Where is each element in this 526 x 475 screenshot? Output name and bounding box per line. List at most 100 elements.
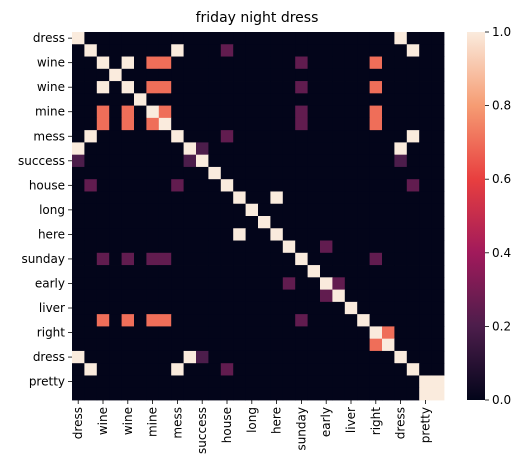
heatmap-cell xyxy=(134,179,147,192)
heatmap-cell xyxy=(72,314,85,327)
heatmap-cell xyxy=(344,252,358,266)
heatmap-cell xyxy=(196,191,209,205)
heatmap-cell xyxy=(295,32,308,45)
heatmap-cell xyxy=(171,387,184,401)
heatmap-cell xyxy=(196,179,209,192)
heatmap-cell xyxy=(245,363,259,376)
heatmap-cell xyxy=(394,68,408,82)
heatmap-cell xyxy=(419,375,432,389)
heatmap-cell xyxy=(183,277,197,290)
heatmap-cell xyxy=(84,56,98,70)
heatmap-cell xyxy=(109,56,122,70)
heatmap-cell xyxy=(382,32,395,45)
heatmap-cell xyxy=(282,203,296,217)
heatmap-cell xyxy=(344,44,358,57)
heatmap-cell xyxy=(233,375,246,389)
heatmap-cell xyxy=(146,179,160,192)
heatmap-cell xyxy=(344,240,358,254)
heatmap-cell xyxy=(158,179,172,192)
heatmap-cell xyxy=(220,314,234,327)
heatmap-cell xyxy=(171,228,184,241)
heatmap-cell xyxy=(220,265,234,278)
heatmap-cell xyxy=(270,240,284,254)
heatmap-cell xyxy=(382,277,395,290)
heatmap-cell xyxy=(208,203,222,217)
heatmap-cell xyxy=(72,265,85,278)
heatmap-cell xyxy=(307,105,321,119)
heatmap-cell xyxy=(369,240,383,254)
heatmap-cell xyxy=(72,56,85,70)
heatmap-cell xyxy=(406,68,420,82)
heatmap-cell xyxy=(270,301,284,315)
heatmap-cell xyxy=(270,81,284,94)
heatmap-cell xyxy=(245,387,259,401)
heatmap-cell xyxy=(344,117,358,131)
heatmap-cell xyxy=(208,105,222,119)
heatmap-cell xyxy=(84,326,98,340)
heatmap-cell xyxy=(109,105,122,119)
heatmap-cell xyxy=(431,326,445,340)
heatmap-cell xyxy=(419,216,432,229)
heatmap-cell xyxy=(96,105,110,119)
heatmap-cell xyxy=(220,44,234,57)
heatmap-cell xyxy=(406,228,420,241)
heatmap-cell xyxy=(344,301,358,315)
heatmap-cell xyxy=(109,252,122,266)
heatmap-cell xyxy=(382,387,395,401)
heatmap-cell xyxy=(357,375,370,389)
heatmap-cell xyxy=(406,265,420,278)
column-label: dress xyxy=(71,407,85,439)
heatmap-cell xyxy=(158,228,172,241)
heatmap-cell xyxy=(96,130,110,143)
heatmap-cell xyxy=(320,216,333,229)
heatmap-cell xyxy=(134,32,147,45)
heatmap-cell xyxy=(431,105,445,119)
heatmap-cell xyxy=(245,338,259,352)
column-label: wine xyxy=(121,407,135,435)
heatmap-cell xyxy=(233,142,246,156)
heatmap-cell xyxy=(84,154,98,168)
heatmap-cell xyxy=(419,203,432,217)
heatmap-cell xyxy=(258,338,271,352)
heatmap-cell xyxy=(171,240,184,254)
heatmap-cell xyxy=(406,387,420,401)
heatmap-cell xyxy=(84,203,98,217)
heatmap-cell xyxy=(369,301,383,315)
heatmap-cell xyxy=(96,240,110,254)
heatmap-cell xyxy=(369,363,383,376)
heatmap-cell xyxy=(96,277,110,290)
heatmap-cell xyxy=(295,363,308,376)
heatmap-cell xyxy=(158,326,172,340)
heatmap-cell xyxy=(419,191,432,205)
heatmap-cell xyxy=(84,240,98,254)
heatmap-cell xyxy=(171,81,184,94)
heatmap-cell xyxy=(183,289,197,303)
heatmap-cell xyxy=(270,252,284,266)
heatmap-cell xyxy=(84,117,98,131)
heatmap-cell xyxy=(382,314,395,327)
heatmap-cell xyxy=(369,93,383,106)
heatmap-cell xyxy=(295,228,308,241)
heatmap-cell xyxy=(369,179,383,192)
heatmap-cell xyxy=(233,117,246,131)
heatmap-cell xyxy=(208,277,222,290)
heatmap-cell xyxy=(121,154,135,168)
heatmap-cell xyxy=(220,142,234,156)
heatmap-cell xyxy=(220,68,234,82)
heatmap-cell xyxy=(307,191,321,205)
heatmap-cell xyxy=(196,350,209,364)
heatmap-cell xyxy=(109,363,122,376)
heatmap-cell xyxy=(220,350,234,364)
heatmap-cell xyxy=(332,363,346,376)
heatmap-cell xyxy=(344,228,358,241)
heatmap-cell xyxy=(282,326,296,340)
heatmap-cell xyxy=(158,363,172,376)
heatmap-cell xyxy=(320,265,333,278)
heatmap-cell xyxy=(406,166,420,180)
heatmap-cell xyxy=(344,93,358,106)
heatmap-cell xyxy=(382,166,395,180)
heatmap-cell xyxy=(394,154,408,168)
heatmap-cell xyxy=(282,289,296,303)
heatmap-cell xyxy=(295,44,308,57)
heatmap-cell xyxy=(183,142,197,156)
